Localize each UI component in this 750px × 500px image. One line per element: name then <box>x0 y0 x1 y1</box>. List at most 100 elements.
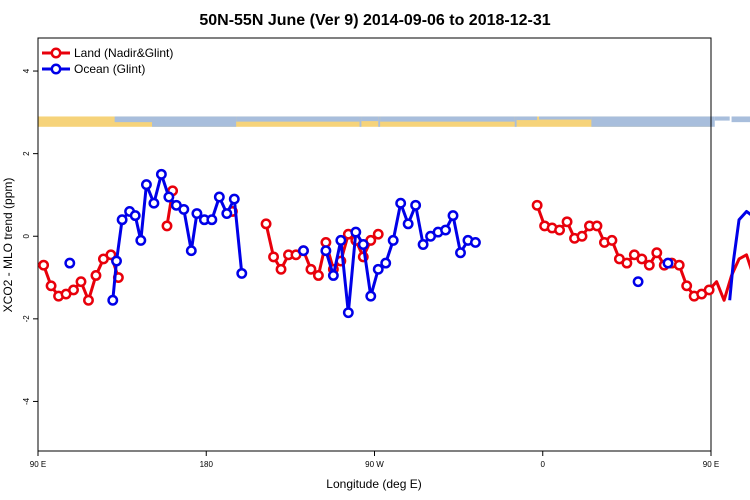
data-point <box>45 280 57 292</box>
strip-ocean <box>361 116 379 122</box>
data-point <box>163 191 175 203</box>
data-point <box>380 257 392 269</box>
data-point <box>470 236 481 248</box>
legend-label-ocean: Ocean (Glint) <box>74 62 145 76</box>
data-point <box>228 193 240 205</box>
land-ocean-strip <box>38 116 750 127</box>
legend-label-land: Land (Nadir&Glint) <box>74 46 173 60</box>
data-point <box>129 210 141 222</box>
strip-ocean <box>591 116 715 127</box>
data-point <box>305 263 317 275</box>
data-point <box>410 199 422 211</box>
x-tick-label: 90 E <box>30 460 46 469</box>
data-point <box>191 208 203 219</box>
series-layer <box>38 168 750 319</box>
y-tick-label: 0 <box>22 233 31 238</box>
data-point <box>90 270 102 281</box>
data-point <box>64 257 76 269</box>
y-tick-label: 2 <box>22 151 31 156</box>
data-point <box>213 191 225 203</box>
data-point <box>148 197 160 209</box>
data-point <box>681 280 693 292</box>
data-point <box>268 251 279 263</box>
data-point <box>621 257 633 269</box>
data-point <box>111 255 122 267</box>
chart-title: 50N-55N June (Ver 9) 2014-09-06 to 2018-… <box>199 12 550 29</box>
strip-ocean <box>114 116 153 123</box>
strip-ocean <box>236 116 360 122</box>
data-point <box>342 307 354 319</box>
data-point <box>320 245 332 257</box>
data-point <box>335 234 347 246</box>
data-point <box>236 267 248 279</box>
data-point <box>531 199 543 211</box>
data-point <box>561 216 573 228</box>
data-point <box>178 203 190 215</box>
legend-marker-land <box>50 47 62 59</box>
y-axis-label: XCO2 - MLO trend (ppm) <box>1 178 15 313</box>
data-point <box>417 239 429 250</box>
data-point <box>350 226 362 238</box>
data-point <box>632 276 644 288</box>
data-point <box>447 210 459 222</box>
data-point <box>651 247 663 259</box>
data-point <box>636 253 648 265</box>
series-1 <box>64 168 750 319</box>
data-point <box>395 197 407 209</box>
data-point <box>140 179 152 191</box>
data-point <box>135 234 147 246</box>
data-point <box>260 218 272 230</box>
data-point <box>155 168 167 180</box>
x-tick-label: 0 <box>541 460 546 469</box>
legend-marker-ocean <box>50 63 62 75</box>
data-point <box>275 263 287 275</box>
data-point <box>554 224 566 236</box>
y-tick-label: 4 <box>22 68 31 73</box>
data-point <box>606 234 618 246</box>
legend: Land (Nadir&Glint) Ocean (Glint) <box>42 46 173 76</box>
data-point <box>206 214 218 226</box>
data-point <box>68 284 79 296</box>
data-point <box>402 218 414 230</box>
strip-ocean <box>714 116 730 121</box>
data-point <box>455 247 466 259</box>
data-point <box>576 230 588 242</box>
strip-ocean <box>380 116 515 122</box>
data-point <box>312 270 324 281</box>
x-tick-label: 90 W <box>365 460 384 469</box>
x-tick-label: 90 E <box>703 460 719 469</box>
data-point <box>365 290 377 302</box>
x-axis-label: Longitude (deg E) <box>326 477 421 491</box>
data-point <box>643 259 655 271</box>
data-point <box>703 284 715 296</box>
x-tick-label: 180 <box>200 460 214 469</box>
data-point <box>298 245 309 257</box>
data-point <box>83 294 94 306</box>
data-point <box>161 220 173 232</box>
y-axis: -4 -2 0 2 4 <box>22 68 38 405</box>
strip-ocean <box>516 116 538 121</box>
data-point <box>372 228 384 240</box>
data-point <box>591 220 603 232</box>
data-point <box>372 263 384 275</box>
strip-ocean <box>152 116 237 127</box>
series-line <box>728 209 750 301</box>
x-axis: 90 E 180 90 W 0 90 E <box>30 451 719 469</box>
data-point <box>662 257 674 269</box>
strip-ocean <box>359 116 362 127</box>
data-point <box>327 270 339 281</box>
y-tick-label: -2 <box>22 315 31 323</box>
data-point <box>221 208 233 219</box>
strip-land <box>38 116 711 127</box>
data-point <box>75 276 87 288</box>
strip-ocean <box>514 116 517 127</box>
data-point <box>185 245 197 257</box>
data-point <box>116 214 128 226</box>
strip-ocean <box>539 116 592 120</box>
data-point <box>673 259 685 271</box>
data-point <box>440 224 451 236</box>
series-line <box>264 223 380 277</box>
strip-ocean <box>731 116 750 123</box>
data-point <box>38 259 50 271</box>
